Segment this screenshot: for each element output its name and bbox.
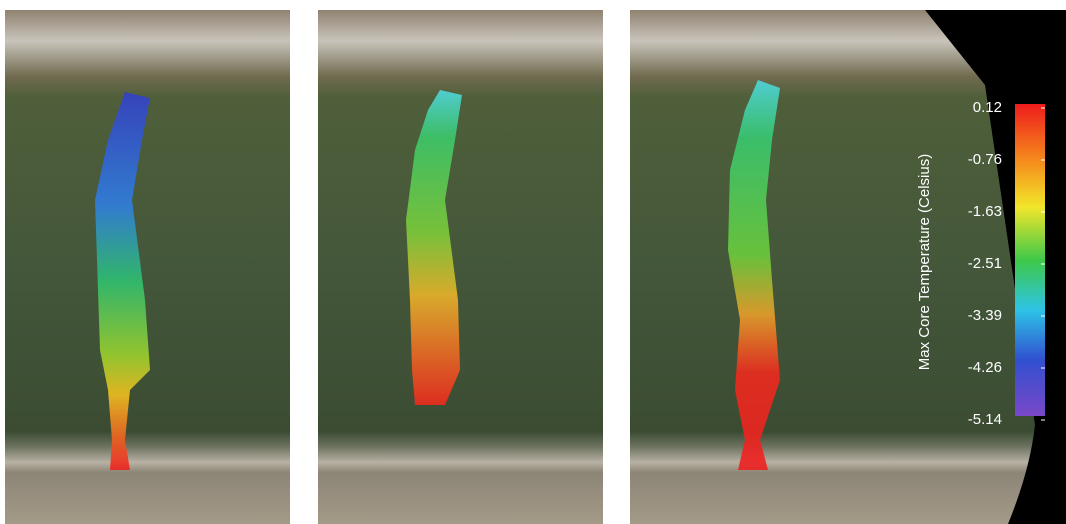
- colorbar-tick-label: -4.26: [968, 359, 1002, 376]
- colorbar-tick-label: -3.39: [968, 307, 1002, 324]
- colorbar-tick-label: 0.12: [973, 99, 1002, 116]
- colorbar-tick-label: -2.51: [968, 255, 1002, 272]
- colorbar: [1015, 104, 1045, 416]
- colorbar-tick-label: -1.63: [968, 203, 1002, 220]
- colorbar-tick-label: -0.76: [968, 151, 1002, 168]
- colorbar-label: Max Core Temperature (Celsius): [916, 154, 933, 370]
- figure: Max Core Temperature (Celsius) 0.12 -0.76…: [0, 0, 1066, 524]
- panel-2: [318, 10, 603, 524]
- panel-1: [5, 10, 290, 524]
- page: Max Core Temperature (Celsius) 0.12 -0.76…: [0, 0, 1066, 524]
- colorbar-tick-label: -5.14: [968, 411, 1002, 428]
